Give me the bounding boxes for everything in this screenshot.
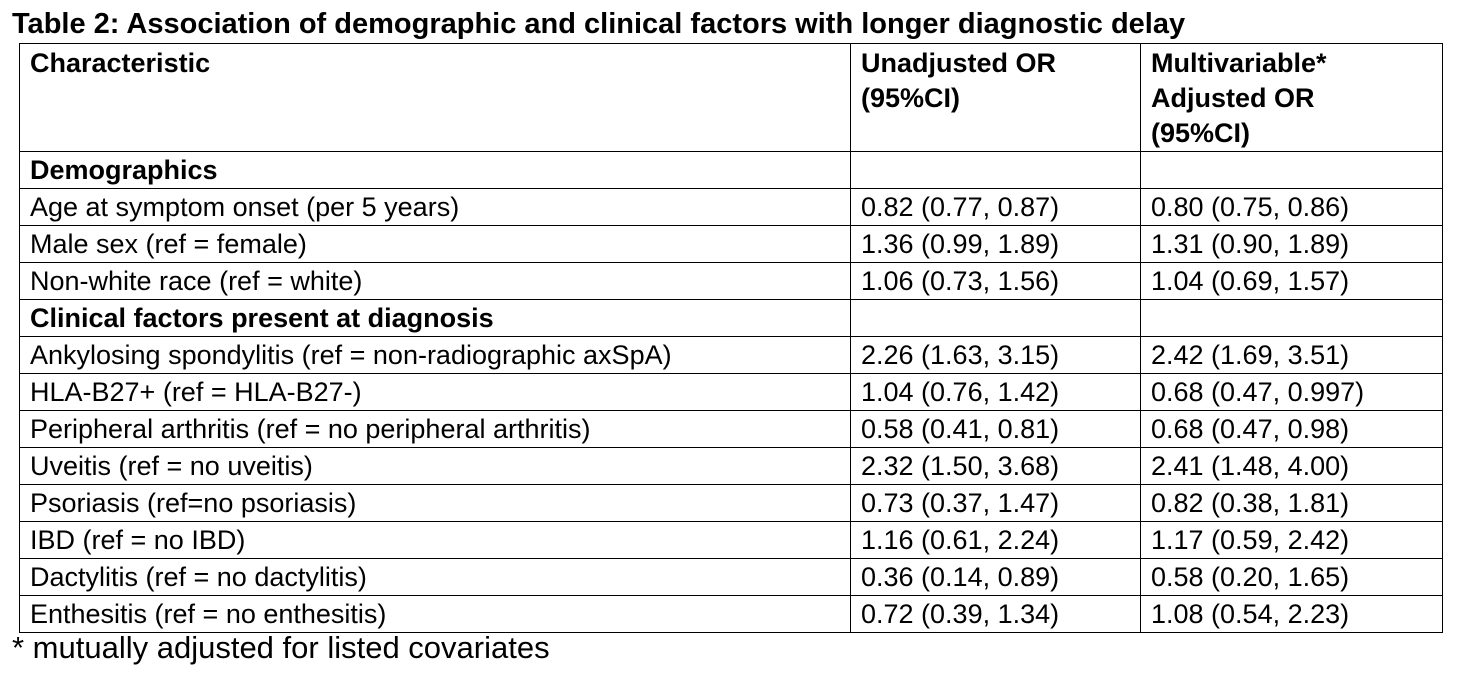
adjusted-or-cell: 2.42 (1.69, 3.51) [1140,336,1443,374]
table-body: Demographics Age at symptom onset (per 5… [19,151,1443,633]
adjusted-or-cell: 1.08 (0.54, 2.23) [1140,595,1443,633]
characteristic-cell: Ankylosing spondylitis (ref = non-radiog… [19,336,851,374]
results-table: Characteristic Unadjusted OR (95%CI) Mul… [19,43,1443,633]
characteristic-cell: IBD (ref = no IBD) [19,521,851,559]
header-row: Characteristic Unadjusted OR (95%CI) Mul… [19,43,1443,152]
unadjusted-or-cell: 2.32 (1.50, 3.68) [850,447,1141,485]
unadjusted-or-cell: 1.04 (0.76, 1.42) [850,373,1141,411]
adjusted-or-cell: 0.82 (0.38, 1.81) [1140,484,1443,522]
table-row: Uveitis (ref = no uveitis) 2.32 (1.50, 3… [19,447,1443,485]
table-title: Table 2: Association of demographic and … [12,8,1186,40]
characteristic-cell: Uveitis (ref = no uveitis) [19,447,851,485]
header-characteristic: Characteristic [19,43,851,152]
empty-cell [1140,151,1443,189]
header-unadjusted-line: (95%CI) [861,83,961,113]
section-label: Demographics [19,151,851,189]
section-label: Clinical factors present at diagnosis [19,299,851,337]
adjusted-or-cell: 0.68 (0.47, 0.997) [1140,373,1443,411]
unadjusted-or-cell: 0.72 (0.39, 1.34) [850,595,1141,633]
unadjusted-or-cell: 0.36 (0.14, 0.89) [850,558,1141,596]
table-row: Non-white race (ref = white) 1.06 (0.73,… [19,262,1443,300]
adjusted-or-cell: 1.04 (0.69, 1.57) [1140,262,1443,300]
section-row-demographics: Demographics [19,151,1443,189]
header-unadjusted-or: Unadjusted OR (95%CI) [850,43,1141,152]
unadjusted-or-cell: 0.73 (0.37, 1.47) [850,484,1141,522]
header-characteristic-label: Characteristic [30,48,211,78]
unadjusted-or-cell: 0.58 (0.41, 0.81) [850,410,1141,448]
table-row: Peripheral arthritis (ref = no periphera… [19,410,1443,448]
empty-cell [1140,299,1443,337]
header-adjusted-or: Multivariable* Adjusted OR (95%CI) [1140,43,1443,152]
unadjusted-or-cell: 2.26 (1.63, 3.15) [850,336,1141,374]
table-row: IBD (ref = no IBD) 1.16 (0.61, 2.24) 1.1… [19,521,1443,559]
unadjusted-or-cell: 0.82 (0.77, 0.87) [850,188,1141,226]
footnote: * mutually adjusted for listed covariate… [12,630,550,665]
table-row: Psoriasis (ref=no psoriasis) 0.73 (0.37,… [19,484,1443,522]
characteristic-cell: Dactylitis (ref = no dactylitis) [19,558,851,596]
table-row: Male sex (ref = female) 1.36 (0.99, 1.89… [19,225,1443,263]
header-unadjusted-line: Unadjusted OR [861,48,1057,78]
characteristic-cell: Enthesitis (ref = no enthesitis) [19,595,851,633]
adjusted-or-cell: 0.68 (0.47, 0.98) [1140,410,1443,448]
empty-cell [850,299,1141,337]
adjusted-or-cell: 1.31 (0.90, 1.89) [1140,225,1443,263]
characteristic-cell: Psoriasis (ref=no psoriasis) [19,484,851,522]
header-adjusted-line: (95%CI) [1151,118,1251,148]
table-row: Dactylitis (ref = no dactylitis) 0.36 (0… [19,558,1443,596]
adjusted-or-cell: 2.41 (1.48, 4.00) [1140,447,1443,485]
header-adjusted-line: Multivariable* [1151,48,1327,78]
unadjusted-or-cell: 1.16 (0.61, 2.24) [850,521,1141,559]
characteristic-cell: Peripheral arthritis (ref = no periphera… [19,410,851,448]
adjusted-or-cell: 1.17 (0.59, 2.42) [1140,521,1443,559]
characteristic-cell: Male sex (ref = female) [19,225,851,263]
table-row: HLA-B27+ (ref = HLA-B27-) 1.04 (0.76, 1.… [19,373,1443,411]
table-row: Enthesitis (ref = no enthesitis) 0.72 (0… [19,595,1443,633]
unadjusted-or-cell: 1.36 (0.99, 1.89) [850,225,1141,263]
table-row: Ankylosing spondylitis (ref = non-radiog… [19,336,1443,374]
characteristic-cell: HLA-B27+ (ref = HLA-B27-) [19,373,851,411]
section-row-clinical: Clinical factors present at diagnosis [19,299,1443,337]
adjusted-or-cell: 0.58 (0.20, 1.65) [1140,558,1443,596]
unadjusted-or-cell: 1.06 (0.73, 1.56) [850,262,1141,300]
characteristic-cell: Non-white race (ref = white) [19,262,851,300]
characteristic-cell: Age at symptom onset (per 5 years) [19,188,851,226]
table-row: Age at symptom onset (per 5 years) 0.82 … [19,188,1443,226]
header-adjusted-line: Adjusted OR [1151,83,1315,113]
table-header: Characteristic Unadjusted OR (95%CI) Mul… [19,43,1443,152]
adjusted-or-cell: 0.80 (0.75, 0.86) [1140,188,1443,226]
empty-cell [850,151,1141,189]
